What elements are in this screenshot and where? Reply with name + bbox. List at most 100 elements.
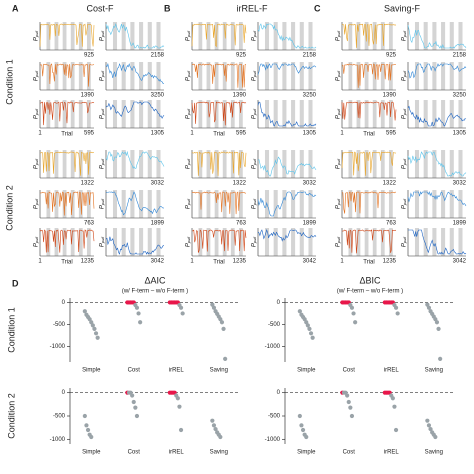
- y-axis-label: Ppull: [336, 71, 342, 81]
- trace: [408, 229, 467, 255]
- block: [54, 190, 59, 218]
- x-axis-label: Trial: [213, 260, 224, 266]
- block: [130, 62, 135, 90]
- x-end-label: 763: [236, 221, 247, 227]
- dot: [434, 320, 440, 325]
- y-axis-label-sub: pull: [336, 199, 341, 206]
- x-end-label: 3250: [453, 93, 467, 99]
- block: [308, 100, 313, 128]
- block: [308, 150, 313, 178]
- block: [206, 62, 211, 90]
- block: [348, 150, 353, 178]
- dot: [426, 423, 432, 428]
- y-axis-label-sub: pull: [402, 159, 407, 166]
- block: [348, 62, 353, 90]
- trace: [39, 151, 95, 176]
- y-axis-label-sub: pull: [336, 109, 341, 116]
- block: [54, 62, 59, 90]
- block: [264, 150, 270, 178]
- dot: [308, 331, 314, 336]
- block: [86, 190, 91, 218]
- dot: [82, 309, 87, 314]
- x-tick-label: Simple: [82, 368, 101, 374]
- panel-title: Saving-F: [384, 3, 421, 13]
- y-axis-label-sub: pull: [402, 31, 407, 38]
- x-start-label: 1: [38, 131, 42, 137]
- y-tick-label: 0: [62, 390, 66, 396]
- x-tick-label: Cost: [128, 368, 141, 374]
- block: [458, 190, 463, 218]
- block: [156, 22, 161, 50]
- block: [423, 190, 428, 218]
- dot: [425, 302, 430, 307]
- y-tick-label: -500: [268, 322, 281, 328]
- y-axis-label-sub: pull: [402, 109, 407, 116]
- x-end-label: 1305: [151, 131, 165, 137]
- dot: [84, 423, 89, 428]
- x-end-label: 925: [386, 53, 397, 59]
- block: [449, 150, 454, 178]
- trace: [257, 229, 317, 242]
- block: [214, 150, 219, 178]
- block: [380, 150, 385, 178]
- block: [78, 22, 83, 50]
- block: [70, 190, 75, 218]
- block: [291, 190, 296, 218]
- block: [282, 100, 287, 128]
- block: [70, 62, 75, 90]
- y-axis-label: Ppull: [34, 159, 40, 169]
- x-end-label: 925: [84, 53, 95, 59]
- block: [112, 62, 118, 90]
- block: [299, 62, 304, 90]
- x-end-label: 1322: [383, 181, 397, 187]
- dot: [134, 413, 140, 419]
- block: [198, 190, 203, 218]
- panel-title: Cost-F: [87, 3, 115, 13]
- trace: [39, 229, 95, 253]
- block: [308, 190, 313, 218]
- block: [308, 62, 313, 90]
- block: [348, 100, 353, 128]
- block: [46, 22, 51, 50]
- block: [291, 22, 296, 50]
- x-start-label: 1: [190, 131, 194, 137]
- dot: [299, 423, 304, 428]
- dot: [307, 326, 312, 331]
- y-axis-label: Ppull: [402, 199, 408, 209]
- y-axis-label: Ppull: [252, 237, 258, 247]
- block: [206, 22, 211, 50]
- block: [214, 190, 219, 218]
- block: [139, 62, 144, 90]
- block: [222, 190, 227, 218]
- block: [156, 62, 161, 90]
- trace: [105, 22, 165, 49]
- x-end-label: 1322: [81, 181, 95, 187]
- dot: [353, 320, 358, 325]
- x-tick-label: Saving: [210, 450, 228, 456]
- block: [414, 150, 420, 178]
- block: [388, 22, 393, 50]
- dot: [436, 326, 441, 331]
- x-axis-label: Trial: [213, 132, 224, 138]
- block: [130, 190, 135, 218]
- block: [291, 150, 296, 178]
- dot: [131, 399, 136, 405]
- x-end-label: 763: [386, 221, 397, 227]
- y-axis-label-sub: pull: [186, 199, 191, 206]
- block: [62, 228, 67, 256]
- block: [364, 100, 369, 128]
- block: [198, 150, 203, 178]
- x-end-label: 2158: [303, 53, 317, 59]
- dot: [133, 405, 138, 410]
- block: [414, 100, 420, 128]
- block: [449, 62, 454, 90]
- block: [230, 22, 235, 50]
- y-axis-label-sub: pull: [186, 31, 191, 38]
- x-tick-label: irREL: [384, 368, 400, 374]
- trace: [191, 63, 247, 88]
- y-axis-label: Ppull: [186, 237, 192, 247]
- block: [70, 150, 75, 178]
- y-axis-label-sub: pull: [100, 237, 105, 244]
- chart-subtitle: (w/ F-term – w/o F-term ): [122, 289, 188, 295]
- block: [54, 228, 59, 256]
